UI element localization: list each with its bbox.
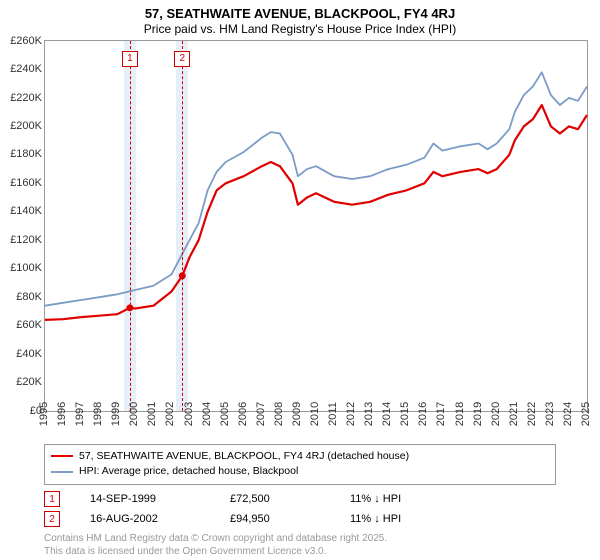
y-tick-label: £140K [10, 205, 45, 217]
event-number-box: 2 [174, 51, 190, 67]
series-line [45, 72, 587, 305]
event-delta: 11% ↓ HPI [350, 493, 401, 505]
x-tick-label: 2022 [526, 401, 538, 425]
x-tick-label: 2003 [183, 401, 195, 425]
y-tick-label: £60K [16, 319, 45, 331]
x-tick-label: 2008 [273, 401, 285, 425]
x-tick-label: 2005 [219, 401, 231, 425]
legend-swatch [51, 471, 73, 473]
y-tick-label: £240K [10, 63, 45, 75]
x-tick-label: 2010 [309, 401, 321, 425]
y-tick-label: £260K [10, 35, 45, 47]
chart-svg [45, 41, 587, 411]
footer-line1: Contains HM Land Registry data © Crown c… [44, 533, 556, 546]
y-tick-label: £200K [10, 120, 45, 132]
chart-plot-area: £0£20K£40K£60K£80K£100K£120K£140K£160K£1… [44, 40, 588, 412]
y-tick-label: £160K [10, 177, 45, 189]
x-axis: 1995199619971998199920002001200220032004… [44, 412, 588, 442]
x-tick-label: 1996 [56, 401, 68, 425]
event-line [182, 41, 183, 411]
x-tick-label: 2007 [255, 401, 267, 425]
x-tick-label: 1997 [74, 401, 86, 425]
x-tick-label: 2024 [562, 401, 574, 425]
event-date: 14-SEP-1999 [90, 493, 200, 505]
event-delta: 11% ↓ HPI [350, 513, 401, 525]
footer-line2: This data is licensed under the Open Gov… [44, 546, 556, 559]
y-tick-label: £80K [16, 291, 45, 303]
x-tick-label: 2009 [291, 401, 303, 425]
x-tick-label: 2015 [399, 401, 411, 425]
x-tick-label: 2011 [327, 402, 339, 426]
x-tick-label: 2001 [146, 401, 158, 425]
x-tick-label: 2016 [417, 401, 429, 425]
legend-swatch [51, 455, 73, 457]
series-line [45, 105, 587, 320]
event-price: £72,500 [230, 493, 320, 505]
legend-label: 57, SEATHWAITE AVENUE, BLACKPOOL, FY4 4R… [79, 449, 409, 465]
chart-title-line1: 57, SEATHWAITE AVENUE, BLACKPOOL, FY4 4R… [0, 0, 600, 22]
event-number-box: 1 [122, 51, 138, 67]
footer-attribution: Contains HM Land Registry data © Crown c… [44, 533, 556, 558]
x-tick-label: 2004 [201, 401, 213, 425]
x-tick-label: 1999 [110, 401, 122, 425]
x-tick-label: 2006 [237, 401, 249, 425]
legend-label: HPI: Average price, detached house, Blac… [79, 464, 298, 480]
x-tick-label: 2019 [472, 401, 484, 425]
x-tick-label: 2021 [508, 401, 520, 425]
event-row-number: 2 [44, 511, 60, 527]
y-tick-label: £40K [16, 348, 45, 360]
event-line [130, 41, 131, 411]
x-tick-label: 2002 [164, 401, 176, 425]
legend: 57, SEATHWAITE AVENUE, BLACKPOOL, FY4 4R… [44, 444, 556, 486]
event-row-number: 1 [44, 491, 60, 507]
y-tick-label: £20K [16, 376, 45, 388]
x-tick-label: 1998 [92, 401, 104, 425]
x-tick-label: 2018 [454, 401, 466, 425]
x-tick-label: 2023 [544, 401, 556, 425]
event-price: £94,950 [230, 513, 320, 525]
legend-item: HPI: Average price, detached house, Blac… [51, 464, 549, 480]
x-tick-label: 2012 [345, 401, 357, 425]
y-tick-label: £180K [10, 148, 45, 160]
legend-item: 57, SEATHWAITE AVENUE, BLACKPOOL, FY4 4R… [51, 449, 549, 465]
x-tick-label: 2014 [381, 401, 393, 425]
event-date: 16-AUG-2002 [90, 513, 200, 525]
x-tick-label: 2013 [363, 401, 375, 425]
event-row: 2 16-AUG-2002 £94,950 11% ↓ HPI [44, 509, 556, 529]
x-tick-label: 2000 [128, 401, 140, 425]
x-tick-label: 2017 [435, 401, 447, 425]
x-tick-label: 2020 [490, 401, 502, 425]
chart-title-line2: Price paid vs. HM Land Registry's House … [0, 22, 600, 40]
event-row: 1 14-SEP-1999 £72,500 11% ↓ HPI [44, 489, 556, 509]
x-tick-label: 2025 [580, 401, 592, 425]
y-tick-label: £120K [10, 234, 45, 246]
y-tick-label: £100K [10, 262, 45, 274]
y-tick-label: £220K [10, 92, 45, 104]
x-tick-label: 1995 [38, 401, 50, 425]
event-table: 1 14-SEP-1999 £72,500 11% ↓ HPI 2 16-AUG-2002… [44, 489, 556, 529]
